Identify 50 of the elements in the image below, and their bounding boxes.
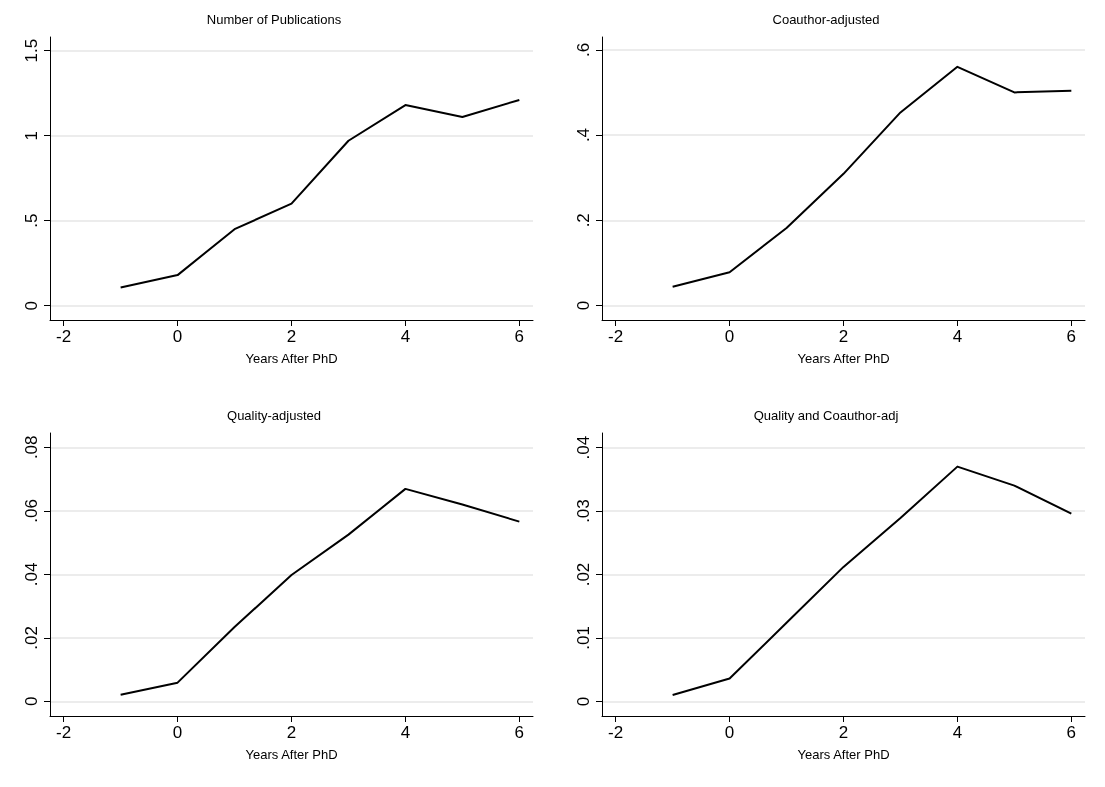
- y-tick-label: .4: [574, 127, 593, 143]
- x-tick-label: 6: [1066, 327, 1077, 346]
- x-tick-label: -2: [608, 722, 624, 742]
- x-axis-title: Years After PhD: [245, 746, 338, 762]
- chart-title: Quality-adjusted: [227, 407, 321, 423]
- y-tick-label: .02: [22, 625, 41, 650]
- y-tick-label: .02: [574, 562, 593, 586]
- x-tick-label: 0: [172, 722, 183, 742]
- y-tick-label: 1: [22, 130, 41, 141]
- x-tick-label: 6: [1066, 722, 1077, 742]
- chart-title: Number of Publications: [206, 12, 342, 27]
- line-series: [671, 465, 1073, 696]
- x-tick-label: 4: [952, 327, 963, 346]
- chart-title: Quality and Coauthor-adj: [753, 407, 899, 423]
- y-tick-label: .2: [574, 213, 593, 228]
- line-series: [119, 487, 521, 696]
- y-tick-label: .6: [574, 42, 593, 57]
- x-tick-label: 2: [286, 327, 297, 346]
- y-tick-label: 1.5: [22, 38, 41, 63]
- x-tick-label: 6: [514, 327, 525, 346]
- x-tick-label: 2: [286, 722, 297, 742]
- y-tick-label: 0: [22, 696, 41, 706]
- y-tick-label: .06: [22, 498, 41, 523]
- x-tick-label: 0: [172, 327, 183, 346]
- y-tick-label: .08: [22, 434, 41, 459]
- line-series: [119, 98, 521, 289]
- x-tick-label: -2: [56, 722, 72, 742]
- x-axis-title: Years After PhD: [245, 351, 338, 366]
- x-tick-label: -2: [608, 327, 624, 346]
- x-tick-label: 4: [400, 722, 411, 742]
- x-tick-label: 0: [724, 327, 735, 346]
- x-tick-label: 4: [400, 327, 411, 346]
- y-tick-label: 0: [22, 300, 41, 311]
- y-tick-label: 0: [574, 300, 593, 311]
- y-tick-label: .01: [574, 625, 593, 650]
- x-tick-label: 0: [724, 722, 735, 742]
- y-tick-label: .04: [22, 562, 41, 586]
- x-tick-label: 4: [952, 722, 963, 742]
- line-series: [671, 65, 1073, 288]
- y-tick-label: 0: [574, 696, 593, 706]
- y-tick-label: .04: [574, 435, 593, 459]
- x-tick-label: 6: [514, 722, 525, 742]
- x-axis-title: Years After PhD: [797, 351, 890, 366]
- x-tick-label: 2: [838, 722, 849, 742]
- x-tick-label: 2: [838, 327, 849, 346]
- x-tick-label: -2: [56, 327, 72, 346]
- chart-title: Coauthor-adjusted: [772, 12, 880, 27]
- x-axis-title: Years After PhD: [797, 746, 890, 762]
- y-tick-label: .5: [22, 213, 41, 228]
- y-tick-label: .03: [574, 498, 593, 523]
